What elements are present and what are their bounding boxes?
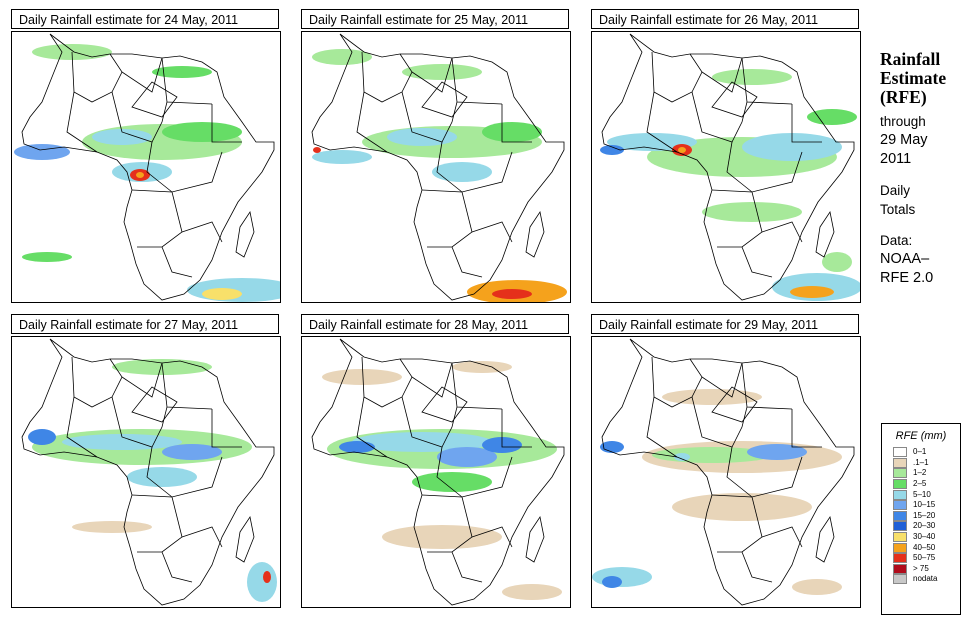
sidebar-data-line1: Data: [880,233,913,248]
rainfall-overlay [28,359,277,602]
africa-outline [311,338,565,606]
rainfall-overlay [592,389,842,595]
legend-item: 15–20 [893,510,960,522]
sidebar-info: Rainfall Estimate (RFE) through 29 May 2… [880,50,965,288]
map-panel-27-may: Daily Rainfall estimate for 27 May, 2011 [11,314,281,608]
legend-item: nodata [893,574,960,585]
legend-item: 40–50 [893,542,960,553]
map-panel-29-may: Daily Rainfall estimate for 29 May, 2011 [591,314,861,608]
legend-title: RFE (mm) [895,430,947,442]
rainfall-map [591,31,861,303]
legend-label: 40–50 [913,542,936,552]
sidebar-title-line1: Rainfall [880,49,941,69]
africa-outline [21,338,275,606]
sidebar-date-line1: 29 May [880,132,928,148]
rfe-legend: RFE (mm) 0–1.1–1 1–2 2–5 5–10 10–15 15–20 20–3… [881,423,961,615]
map-panel-26-may: Daily Rainfall estimate for 26 May, 2011 [591,9,861,303]
rainfall-map [301,336,571,608]
legend-swatch [893,521,907,532]
rainfall-map [301,31,571,303]
legend-swatch [893,468,907,479]
legend-swatch [893,447,907,458]
panel-title: Daily Rainfall estimate for 28 May, 2011 [301,314,569,334]
map-panel-25-may: Daily Rainfall estimate for 25 May, 2011 [301,9,571,303]
legend-label: 5–10 [913,489,931,499]
legend-swatch [893,553,907,564]
map-panel-24-may: Daily Rainfall estimate for 24 May, 2011 [11,9,281,303]
sidebar-daily-line1: Daily [880,183,911,198]
legend-swatch [893,563,907,574]
sidebar-daily-line2: Totals [880,202,916,217]
africa-outline [311,33,565,301]
legend-swatch [893,574,907,585]
africa-outline [21,33,275,301]
sidebar-title-line2: Estimate [880,68,947,88]
legend-label: 15–20 [913,510,936,520]
legend-item: 2–5 [893,479,960,490]
legend-item: > 75 [893,563,960,575]
legend-swatch [893,457,907,468]
rainfall-map [11,31,281,303]
legend-item: 5–10 [893,489,960,500]
panel-title: Daily Rainfall estimate for 24 May, 2011 [11,9,279,29]
rainfall-map [591,336,861,608]
sidebar-date-line2: 2011 [880,151,912,167]
legend-label: nodata [913,574,938,584]
rainfall-overlay [600,69,860,301]
legend-item: .1–1 [893,457,960,469]
legend-label: 30–40 [913,532,936,542]
legend-label: 0–1 [913,447,927,457]
legend-item: 50–75 [893,553,960,564]
legend-item: 1–2 [893,468,960,479]
legend-label: > 75 [913,563,929,573]
legend-label: 2–5 [913,479,927,489]
panel-title: Daily Rainfall estimate for 25 May, 2011 [301,9,569,29]
legend-item: 10–15 [893,500,960,511]
legend-swatch [893,479,907,490]
africa-outline [601,33,855,301]
legend-swatch [893,532,907,543]
panel-title: Daily Rainfall estimate for 27 May, 2011 [11,314,279,334]
sidebar-data-line3: RFE 2.0 [880,270,934,286]
rainfall-map [11,336,281,608]
sidebar-data-line2: NOAA– [880,251,930,267]
legend-swatch [893,510,907,521]
sidebar-title-line3: (RFE) [880,87,927,107]
legend-rows: 0–1.1–1 1–2 2–5 5–10 10–15 15–20 20–30 30–40 40–… [882,447,960,585]
sidebar-through: through [880,114,926,129]
legend-label: 20–30 [913,521,936,531]
rainfall-overlay [14,44,280,302]
legend-swatch [893,542,907,553]
legend-label: 50–75 [913,553,936,563]
legend-swatch [893,489,907,500]
africa-outline [601,338,855,606]
rainfall-overlay [312,49,567,302]
legend-item: 0–1 [893,447,960,458]
legend-label: .1–1 [913,457,929,467]
legend-label: 1–2 [913,468,927,478]
legend-item: 20–30 [893,521,960,532]
legend-label: 10–15 [913,500,936,510]
legend-item: 30–40 [893,532,960,543]
map-panel-28-may: Daily Rainfall estimate for 28 May, 2011 [301,314,571,608]
panel-title: Daily Rainfall estimate for 29 May, 2011 [591,314,859,334]
legend-swatch [893,500,907,511]
panel-title: Daily Rainfall estimate for 26 May, 2011 [591,9,859,29]
